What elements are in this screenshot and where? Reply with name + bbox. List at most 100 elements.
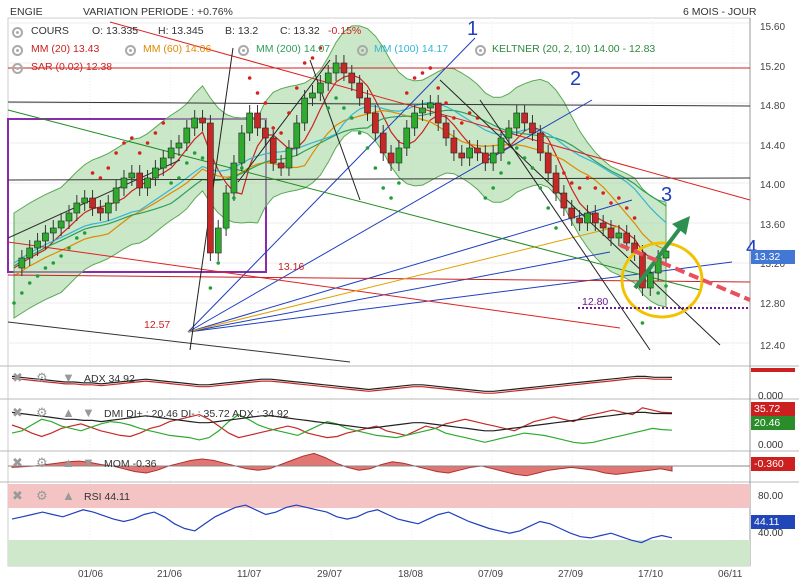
low-value: B: 13.2	[225, 25, 259, 37]
candle-body	[497, 137, 505, 154]
candle-body	[489, 152, 497, 164]
sar-dot	[145, 141, 150, 145]
candle-body	[57, 220, 65, 229]
sar-dot	[318, 46, 323, 50]
sar-dot	[169, 181, 173, 185]
sar-dot	[51, 261, 56, 265]
sar-dot	[452, 116, 456, 120]
gear-icon[interactable]	[238, 45, 249, 56]
gear-icon[interactable]: ⚙	[36, 455, 48, 470]
sar-dot	[294, 86, 299, 90]
gear-icon[interactable]	[475, 45, 486, 56]
sar-dot	[538, 186, 543, 190]
candle-body	[285, 147, 293, 169]
candle-body	[128, 172, 136, 179]
candle-body	[568, 207, 576, 219]
candle-body	[646, 272, 654, 289]
indicator-panels	[8, 375, 750, 566]
annotation-1: 1	[467, 18, 479, 40]
sar-dot	[530, 166, 535, 170]
y-tick: 12.40	[760, 341, 786, 352]
close-icon[interactable]: ✖	[12, 405, 23, 420]
candle-body	[544, 152, 552, 174]
candle-body	[309, 92, 316, 99]
candle-body	[466, 147, 473, 159]
gear-icon[interactable]	[12, 45, 23, 56]
gear-icon[interactable]: ⚙	[36, 370, 48, 385]
sar-dot	[12, 301, 16, 305]
gear-icon[interactable]	[357, 45, 368, 56]
arrow-down-icon[interactable]: ▼	[82, 405, 95, 420]
x-tick: 06/11	[718, 569, 743, 580]
x-tick: 21/06	[157, 569, 183, 580]
candle-body	[238, 132, 246, 164]
candle-body	[120, 177, 128, 189]
sar-dot	[334, 96, 338, 100]
candle-body	[136, 172, 143, 189]
level-12-57-label: 12.57	[144, 319, 171, 331]
close-icon[interactable]: ✖	[12, 488, 23, 503]
dmi-minus-line	[11, 407, 673, 439]
close-icon[interactable]: ✖	[12, 455, 23, 470]
candle-body	[207, 122, 214, 254]
candle-body	[560, 192, 568, 209]
sar-dot	[601, 191, 605, 195]
sar-dot	[475, 116, 480, 120]
sar-dot	[98, 176, 103, 180]
candle-body	[97, 207, 104, 214]
arrow-up-icon[interactable]: ▲	[62, 488, 75, 503]
rsi-tag: 44.11	[751, 515, 795, 529]
sar-dot	[656, 291, 660, 295]
arrow-down-icon[interactable]: ▼	[82, 455, 95, 470]
annotation-2: 2	[570, 68, 582, 90]
candle-body	[552, 172, 560, 194]
gear-icon[interactable]	[125, 45, 136, 56]
sar-dot	[389, 196, 393, 200]
arrow-down-icon[interactable]: ▼	[62, 370, 75, 385]
gear-icon[interactable]: ⚙	[36, 488, 48, 503]
candle-body	[599, 222, 607, 229]
sar-dot	[632, 216, 637, 220]
sar-dot	[381, 186, 386, 190]
candle-body	[458, 152, 466, 159]
adx-red-line	[11, 377, 673, 394]
x-tick: 17/10	[638, 569, 664, 580]
arrow-up-icon[interactable]: ▲	[62, 455, 75, 470]
candle-body	[262, 127, 269, 139]
candle-body	[427, 102, 434, 109]
sar-dot	[192, 151, 197, 155]
sar-dot	[75, 236, 79, 240]
sar-dot	[640, 321, 645, 325]
close-icon[interactable]: ✖	[12, 370, 23, 385]
y-tick: 15.20	[760, 62, 786, 73]
sar-dot	[459, 121, 464, 125]
sar-dot	[514, 146, 519, 150]
candle-body	[332, 62, 340, 74]
gear-icon[interactable]: ⚙	[36, 405, 48, 420]
candle-body	[269, 137, 277, 164]
sar-dots	[12, 46, 668, 325]
candle-body	[450, 137, 458, 154]
candle-body	[379, 132, 387, 154]
gear-icon[interactable]	[12, 27, 23, 38]
dmi-adx-line	[11, 411, 673, 432]
sar-dot	[428, 66, 433, 70]
sar-dot	[467, 111, 472, 115]
sar-label: SAR (0.02) 12.38	[31, 61, 113, 73]
candle-body	[513, 112, 521, 129]
candle-body	[615, 232, 623, 239]
period-label: 6 MOIS - JOUR	[683, 6, 757, 18]
arrow-up-icon[interactable]: ▲	[62, 405, 75, 420]
trend-line	[7, 241, 621, 329]
candle-body	[387, 152, 395, 164]
sar-dot	[27, 281, 32, 285]
candle-body	[73, 202, 81, 214]
dmi-zero-tag: 0.000	[758, 440, 784, 451]
candle-body	[104, 202, 112, 214]
x-tick: 27/09	[558, 569, 584, 580]
gear-icon[interactable]	[12, 63, 23, 74]
candle-body	[293, 122, 301, 149]
price-grid	[0, 17, 799, 567]
sar-dot	[412, 76, 417, 80]
